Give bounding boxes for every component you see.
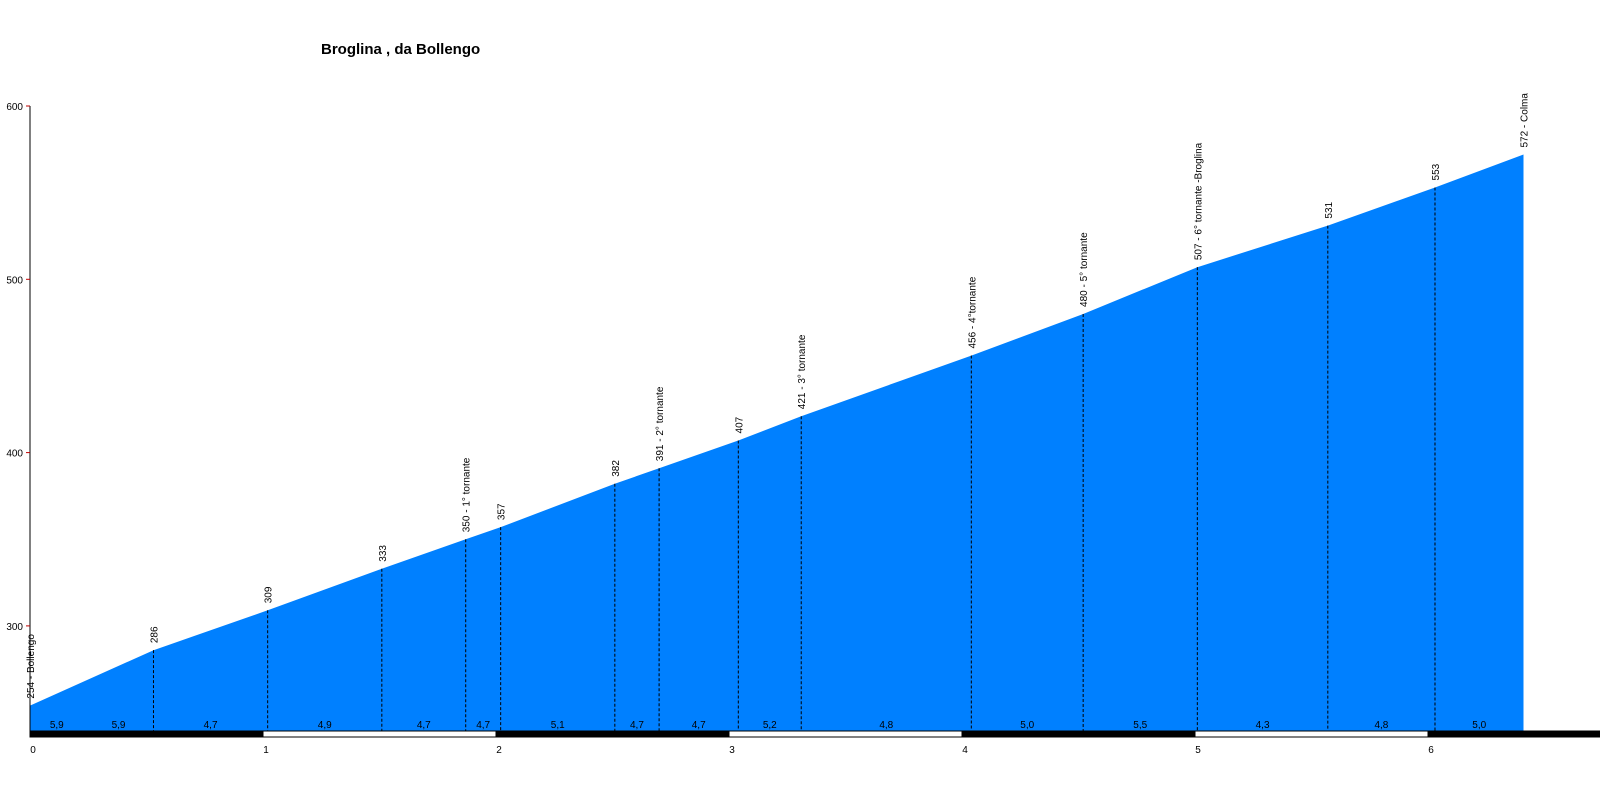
point-label: 531 <box>1324 201 1335 218</box>
gradient-label: 5,2 <box>763 720 777 731</box>
point-label: 456 - 4°tornante <box>967 276 978 348</box>
gradient-label: 5,9 <box>50 720 64 731</box>
point-label: 350 - 1° tornante <box>462 457 473 532</box>
distance-bar-segment <box>1194 730 1429 738</box>
point-label: 553 <box>1431 163 1442 180</box>
gradient-label: 4,3 <box>1256 720 1270 731</box>
distance-bar-segment <box>29 730 264 738</box>
point-label: 407 <box>734 416 745 433</box>
point-label: 480 - 5° tornante <box>1079 232 1090 307</box>
distance-bar-segment <box>495 730 730 738</box>
gradient-labels-group: 5,9 5,9 4,7 4,9 4,7 4,7 5,1 4,7 4,7 5,2 4,8 5,0 5,5 4… <box>50 720 1487 731</box>
gradient-label: 4,7 <box>692 720 706 731</box>
y-tick-label: 600 <box>6 102 23 113</box>
point-label: 286 <box>149 626 160 643</box>
axes-group: 300 400 500 600 0 1 2 3 4 5 6 <box>6 102 1600 756</box>
gradient-label: 5,9 <box>112 720 126 731</box>
dropline-group <box>152 187 1436 731</box>
profile-area <box>30 154 1524 731</box>
point-label: 357 <box>497 503 508 520</box>
gradient-label: 5,0 <box>1020 720 1034 731</box>
distance-bar-segment <box>1427 730 1600 738</box>
gradient-label: 5,5 <box>1133 720 1147 731</box>
gradient-label: 5,0 <box>1472 720 1486 731</box>
y-tick-label: 300 <box>6 622 23 633</box>
point-label: 572 - Colma <box>1520 93 1531 148</box>
y-tick-label: 400 <box>6 449 23 460</box>
x-tick-label: 3 <box>729 745 735 756</box>
distance-bar-segment <box>961 730 1196 738</box>
point-label: 391 - 2° tornante <box>655 386 666 461</box>
point-label: 309 <box>264 586 275 603</box>
gradient-label: 4,7 <box>417 720 431 731</box>
point-label: 254 - Bollengo <box>26 634 37 699</box>
point-label: 382 <box>611 460 622 477</box>
x-tick-label: 2 <box>496 745 502 756</box>
gradient-label: 4,8 <box>879 720 893 731</box>
point-label: 421 - 3° tornante <box>797 334 808 409</box>
gradient-label: 4,7 <box>476 720 490 731</box>
gradient-label: 4,7 <box>204 720 218 731</box>
point-label: 507 - 6° tornante -Broglina <box>1193 142 1204 260</box>
gradient-label: 4,9 <box>318 720 332 731</box>
x-tick-label: 0 <box>30 745 36 756</box>
profile-area-group <box>30 154 1524 731</box>
x-tick-label: 5 <box>1195 745 1201 756</box>
gradient-label: 4,8 <box>1374 720 1388 731</box>
point-label: 333 <box>378 545 389 562</box>
x-tick-label: 4 <box>962 745 968 756</box>
x-tick-label: 6 <box>1428 745 1434 756</box>
distance-bar-segment <box>262 730 497 738</box>
point-labels-group: 254 - Bollengo 286 309 333 350 - 1° tornante… <box>26 93 1531 699</box>
x-tick-label: 1 <box>263 745 269 756</box>
chart-title: Broglina , da Bollengo <box>321 41 480 58</box>
gradient-label: 4,7 <box>630 720 644 731</box>
y-tick-label: 500 <box>6 275 23 286</box>
gradient-label: 5,1 <box>551 720 565 731</box>
distance-bar-segment <box>728 730 963 738</box>
